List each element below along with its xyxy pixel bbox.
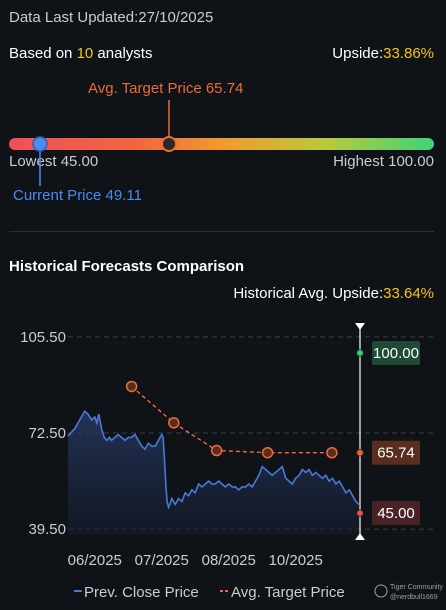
avg-target-point [168, 417, 180, 429]
legend-label-price: Prev. Close Price [84, 584, 199, 601]
watermark-line2: @nerdbull1669 [390, 594, 438, 601]
x-tick-label: 10/2025 [269, 552, 323, 569]
top-arrow [355, 323, 365, 330]
updated-label: Data Last Updated: [9, 9, 139, 26]
y-tick-label: 105.50 [20, 329, 66, 346]
avg-target-point [261, 446, 274, 459]
upside-value: 33.86% [383, 45, 434, 62]
current-price-value: 49.11 [105, 187, 142, 204]
updated-value: 27/10/2025 [138, 9, 214, 26]
lowest-caption: Lowest [9, 153, 57, 170]
y-tick-label: 39.50 [28, 521, 66, 538]
current-price-marker [32, 136, 48, 152]
bottom-arrow [355, 533, 365, 540]
end-marker-label: 65.74 [377, 445, 415, 462]
chart-legend: Prev. Close Price Avg. Target Price [74, 584, 345, 601]
lowest-label: Lowest 45.00 [9, 153, 98, 170]
analyst-count-text: Based on 10 analysts [9, 45, 152, 62]
end-marker-dot [356, 509, 364, 517]
end-marker-dot [356, 449, 364, 457]
lowest-value: 45.00 [60, 153, 99, 170]
watermark-line1: Tiger Community [390, 584, 444, 591]
legend-label-target: Avg. Target Price [231, 584, 345, 601]
tiger-logo-icon [374, 584, 388, 598]
history-upside-value: 33.64% [383, 285, 434, 302]
based-suffix: analysts [93, 45, 153, 62]
upside-text: Upside:33.86% [332, 45, 434, 62]
x-tick-label: 08/2025 [202, 552, 256, 569]
history-upside-label: Historical Avg. Upside: [233, 285, 384, 302]
avg-target-point [326, 446, 338, 459]
current-price-caption: Current Price [13, 187, 102, 204]
end-marker-label: 45.00 [377, 505, 415, 522]
highest-caption: Highest [333, 153, 384, 170]
end-marker-dot [356, 349, 364, 357]
history-plot: 39.50 72.50 105.50 06/2025 07/2025 08/2025 10/… [20, 323, 435, 569]
avg-target-marker [161, 136, 177, 152]
watermark: Tiger Community @nerdbull1669 [374, 584, 444, 601]
history-upside-text: Historical Avg. Upside:33.64% [233, 285, 434, 302]
end-marker-tag [372, 501, 420, 526]
highest-value: 100.00 [388, 153, 434, 170]
avg-target-point [125, 380, 138, 393]
y-tick-label: 72.50 [28, 425, 66, 442]
end-marker-tag [372, 440, 420, 465]
avg-target-value: 65.74 [205, 80, 244, 97]
upside-label: Upside: [332, 45, 384, 62]
x-tick-label: 07/2025 [135, 552, 189, 569]
x-tick-label: 06/2025 [68, 552, 122, 569]
end-marker-tag [372, 340, 420, 365]
history-title: Historical Forecasts Comparison [9, 258, 245, 275]
data-updated-text: Data Last Updated:27/10/2025 [9, 9, 213, 26]
avg-target-point [210, 444, 223, 457]
price-series-line [67, 409, 360, 510]
price-range-bar [9, 138, 434, 150]
section-divider [9, 231, 434, 232]
avg-target-label: Avg. Target Price 65.74 [88, 80, 243, 97]
avg-target-caption: Avg. Target Price [88, 80, 202, 97]
range-markers [32, 100, 177, 186]
price-area [68, 411, 359, 535]
analyst-count: 10 [76, 45, 94, 62]
current-price-label: Current Price 49.11 [13, 187, 142, 204]
based-prefix: Based on [9, 45, 77, 62]
end-marker-label: 100.00 [373, 345, 419, 362]
highest-label: Highest 100.00 [333, 153, 434, 170]
